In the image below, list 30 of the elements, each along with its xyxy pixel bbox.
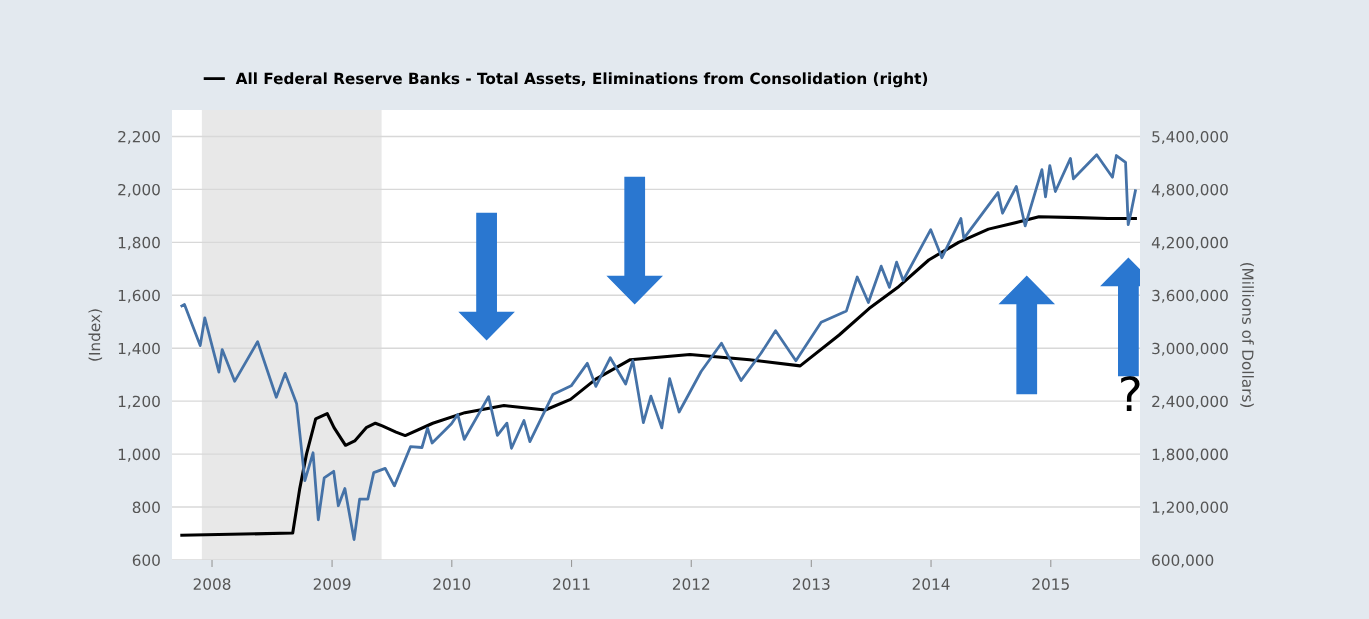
x-tick-label: 2008 [193, 578, 231, 590]
y2-axis-title: (Millions of Dollars) [1240, 262, 1254, 408]
y2-tick-label: 3,600,000 [1152, 289, 1228, 303]
x-tick-label: 2012 [672, 578, 710, 590]
y-tick-label: 1,400 [118, 342, 160, 356]
legend-label: All Federal Reserve Banks - Total Assets, Eliminations from Consolidation (right) [235, 72, 928, 88]
y2-tick-label: 4,800,000 [1151, 183, 1228, 197]
x-tick-label: 2009 [313, 578, 351, 590]
y2-tick-label: 1,200,000 [1152, 501, 1228, 515]
y-tick-label: 800 [132, 501, 160, 514]
y-tick-label: 2,000 [118, 183, 160, 197]
y2-tick-label: 2,400,000 [1152, 395, 1228, 409]
y2-tick-label: 600,000 [1152, 554, 1214, 568]
x-tick-label: 2010 [433, 578, 471, 590]
y-tick-label: 1,200 [118, 395, 160, 409]
y2-tick-label: 5,400,000 [1152, 130, 1228, 145]
y2-tick-label: 3,000,000 [1152, 342, 1228, 356]
x-tick-label: 2015 [1032, 578, 1069, 590]
y-tick-label: 1,800 [118, 236, 160, 250]
annotation: ? [1121, 375, 1140, 412]
y-tick-label: 600 [132, 554, 160, 567]
x-tick-label: 2014 [912, 578, 950, 590]
y2-tick-label: 1,800,000 [1152, 448, 1228, 462]
y-tick-label: 2,200 [118, 130, 160, 145]
y2-tick-label: 4,200,000 [1151, 236, 1228, 250]
y-tick-label: 1,600 [118, 289, 160, 303]
x-tick-label: 2011 [553, 578, 590, 590]
x-tick-label: 2013 [793, 578, 830, 590]
y-tick-label: 1,000 [118, 448, 160, 462]
y-axis-title: (Index) [88, 309, 103, 361]
